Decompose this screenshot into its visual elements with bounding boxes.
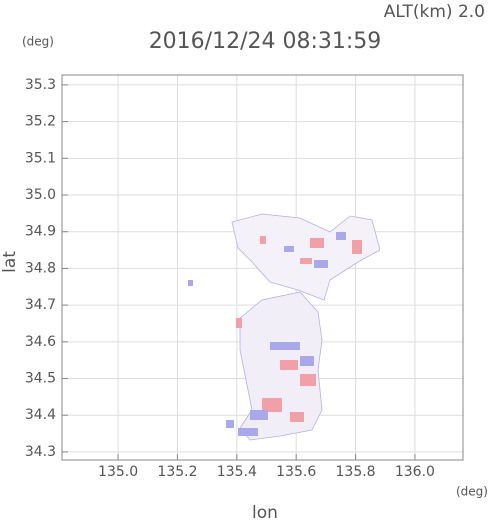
x-tick-label: 135.8 [336, 464, 376, 480]
y-tick-label: 35.3 [25, 77, 56, 93]
y-tick-label: 35.0 [25, 187, 56, 203]
radar-echo [188, 213, 381, 441]
x-tick-label: 135.6 [276, 464, 316, 480]
x-tick-label: 136.0 [395, 464, 435, 480]
y-tick-label: 35.1 [25, 150, 56, 166]
x-axis-label: lon [252, 503, 278, 521]
y-tick-label: 34.8 [25, 260, 56, 276]
y-tick-label: 35.2 [25, 114, 56, 130]
plot-frame [61, 74, 464, 461]
y-tick-label: 34.6 [25, 334, 56, 350]
subtitle: ALT(km) 2.0 [384, 2, 485, 22]
x-unit: (deg) [456, 485, 488, 499]
y-tick-label: 34.9 [25, 224, 56, 240]
y-tick-label: 34.3 [25, 444, 56, 460]
x-tick-label: 135.4 [217, 464, 257, 480]
x-tick-label: 135.2 [157, 464, 197, 480]
x-tick-label: 135.0 [98, 464, 138, 480]
chart-title: 2016/12/24 08:31:59 [149, 29, 382, 54]
y-tick-label: 34.5 [25, 371, 56, 387]
y-tick-label: 34.7 [25, 297, 56, 313]
y-unit: (deg) [22, 35, 54, 49]
y-axis-label: lat [0, 251, 20, 273]
y-tick-label: 34.4 [25, 407, 56, 423]
